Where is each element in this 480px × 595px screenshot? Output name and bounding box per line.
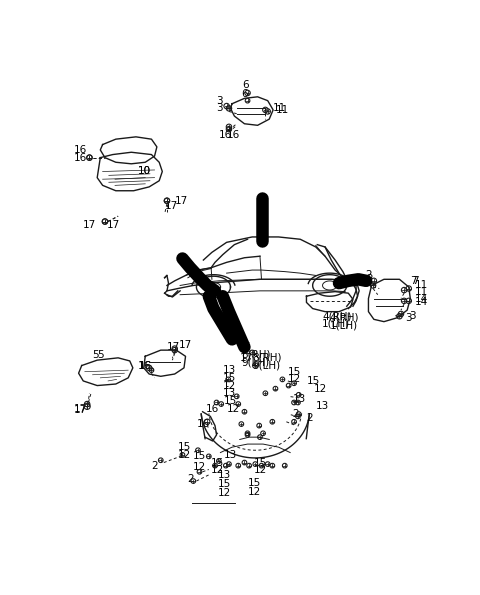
Text: 16: 16 — [206, 403, 219, 414]
Text: 3: 3 — [216, 104, 223, 114]
Text: 11: 11 — [276, 105, 288, 115]
Text: 12: 12 — [288, 374, 301, 384]
Text: 5: 5 — [93, 350, 99, 360]
Text: 7: 7 — [410, 276, 417, 286]
Text: 17: 17 — [165, 201, 178, 211]
Text: 16: 16 — [139, 361, 152, 371]
Text: 15: 15 — [288, 367, 301, 377]
Text: 11: 11 — [415, 280, 428, 290]
Text: 2: 2 — [366, 274, 373, 284]
Text: 11: 11 — [273, 104, 287, 114]
Text: 2: 2 — [152, 461, 158, 471]
Text: 14: 14 — [415, 293, 428, 303]
Text: 17: 17 — [175, 196, 188, 206]
Text: 17: 17 — [74, 403, 87, 414]
Text: 13: 13 — [218, 470, 231, 480]
Text: 12: 12 — [178, 450, 191, 460]
Text: 16: 16 — [219, 130, 232, 140]
Text: 16: 16 — [227, 130, 240, 140]
Text: 7: 7 — [412, 276, 419, 286]
Text: 3: 3 — [409, 311, 415, 321]
Text: 12: 12 — [227, 403, 240, 414]
Text: 17: 17 — [83, 220, 96, 230]
Text: 12: 12 — [248, 487, 261, 497]
Text: 12: 12 — [254, 465, 267, 475]
Text: 16: 16 — [74, 145, 87, 155]
Text: 15: 15 — [248, 478, 261, 487]
Text: 4(RH): 4(RH) — [330, 313, 359, 323]
Text: 17: 17 — [240, 353, 252, 363]
Text: 3: 3 — [216, 96, 223, 106]
Text: 13: 13 — [223, 389, 236, 398]
Text: 10: 10 — [137, 167, 151, 177]
Text: 3: 3 — [405, 313, 411, 323]
Text: 6: 6 — [243, 80, 249, 90]
Text: 9(LH): 9(LH) — [241, 358, 269, 368]
Text: 10: 10 — [137, 167, 151, 177]
Text: 9(LH): 9(LH) — [252, 361, 280, 371]
Text: 2: 2 — [306, 413, 313, 423]
Text: 16: 16 — [137, 361, 151, 371]
Text: 2: 2 — [187, 474, 194, 484]
Text: 16: 16 — [74, 153, 87, 162]
Text: 12: 12 — [314, 384, 327, 394]
Text: 17: 17 — [74, 405, 87, 415]
Text: 12: 12 — [193, 462, 206, 472]
Text: 15: 15 — [223, 373, 236, 383]
Text: 4(RH): 4(RH) — [322, 311, 351, 321]
Text: 8(RH): 8(RH) — [252, 353, 282, 363]
Text: 13: 13 — [224, 450, 238, 460]
Text: 12: 12 — [211, 465, 224, 475]
Text: 15: 15 — [193, 452, 206, 461]
Text: 13: 13 — [316, 402, 329, 411]
Text: 15: 15 — [211, 458, 224, 468]
Text: 15: 15 — [254, 458, 267, 468]
Text: 17: 17 — [238, 342, 251, 352]
Text: 13: 13 — [223, 365, 236, 375]
Text: 1(LH): 1(LH) — [330, 321, 358, 330]
Text: 15: 15 — [306, 376, 320, 386]
Text: 2: 2 — [292, 409, 299, 419]
Text: 12: 12 — [223, 381, 236, 390]
Text: 15: 15 — [218, 479, 231, 489]
Text: 6: 6 — [241, 89, 248, 99]
Text: 1(LH): 1(LH) — [322, 319, 350, 329]
Text: 11: 11 — [415, 287, 428, 297]
Text: 12: 12 — [218, 488, 231, 499]
Text: 17: 17 — [179, 340, 192, 350]
Text: 16: 16 — [197, 419, 210, 429]
Text: 13: 13 — [292, 394, 306, 403]
Text: 15: 15 — [178, 442, 191, 452]
Text: 15: 15 — [224, 396, 238, 406]
Text: 8(RH): 8(RH) — [241, 350, 271, 360]
Text: 14: 14 — [415, 298, 428, 308]
Text: 5: 5 — [97, 350, 104, 360]
Text: 17: 17 — [107, 220, 120, 230]
Text: 2: 2 — [365, 271, 372, 280]
Text: 17: 17 — [167, 342, 180, 352]
